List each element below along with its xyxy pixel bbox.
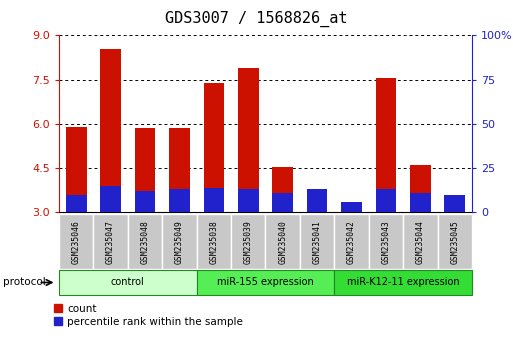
Text: GSM235038: GSM235038 — [209, 220, 219, 263]
Text: GSM235041: GSM235041 — [312, 220, 322, 263]
Bar — [135, 128, 155, 212]
Bar — [272, 167, 293, 212]
Text: GSM235047: GSM235047 — [106, 220, 115, 263]
Bar — [307, 189, 327, 212]
Text: protocol: protocol — [3, 278, 45, 287]
Bar — [204, 188, 224, 212]
Bar — [410, 165, 430, 212]
Bar — [272, 193, 293, 212]
Bar — [265, 214, 300, 269]
Text: GSM235043: GSM235043 — [382, 220, 390, 263]
Text: GSM235049: GSM235049 — [175, 220, 184, 263]
Bar — [162, 214, 196, 269]
Bar — [169, 189, 190, 212]
Bar — [93, 214, 128, 269]
Text: GSM235044: GSM235044 — [416, 220, 425, 263]
Text: GSM235040: GSM235040 — [278, 220, 287, 263]
Bar — [128, 214, 162, 269]
Bar — [307, 204, 327, 212]
Text: GSM235042: GSM235042 — [347, 220, 356, 263]
Bar — [66, 195, 87, 212]
Bar — [376, 189, 396, 212]
Bar — [100, 186, 121, 212]
Bar — [410, 193, 430, 212]
Text: GSM235046: GSM235046 — [72, 220, 81, 263]
Bar — [231, 214, 266, 269]
Bar — [196, 214, 231, 269]
Bar — [59, 270, 196, 295]
Bar — [369, 214, 403, 269]
Bar — [403, 214, 438, 269]
Bar — [300, 214, 334, 269]
Legend: count, percentile rank within the sample: count, percentile rank within the sample — [54, 304, 243, 327]
Bar — [238, 189, 259, 212]
Bar — [376, 78, 396, 212]
Bar — [204, 82, 224, 212]
Bar — [334, 270, 472, 295]
Bar — [238, 68, 259, 212]
Bar — [444, 195, 465, 212]
Bar — [59, 214, 93, 269]
Text: GSM235045: GSM235045 — [450, 220, 459, 263]
Text: GSM235048: GSM235048 — [141, 220, 149, 263]
Bar — [444, 204, 465, 212]
Bar — [196, 270, 334, 295]
Bar — [341, 202, 362, 212]
Text: control: control — [111, 278, 145, 287]
Bar — [341, 206, 362, 212]
Bar — [438, 214, 472, 269]
Bar — [100, 48, 121, 212]
Bar — [169, 128, 190, 212]
Text: miR-K12-11 expression: miR-K12-11 expression — [347, 278, 460, 287]
Bar — [135, 191, 155, 212]
Bar — [334, 214, 369, 269]
Bar — [66, 127, 87, 212]
Text: miR-155 expression: miR-155 expression — [217, 278, 314, 287]
Text: GDS3007 / 1568826_at: GDS3007 / 1568826_at — [165, 11, 348, 27]
Text: GSM235039: GSM235039 — [244, 220, 253, 263]
